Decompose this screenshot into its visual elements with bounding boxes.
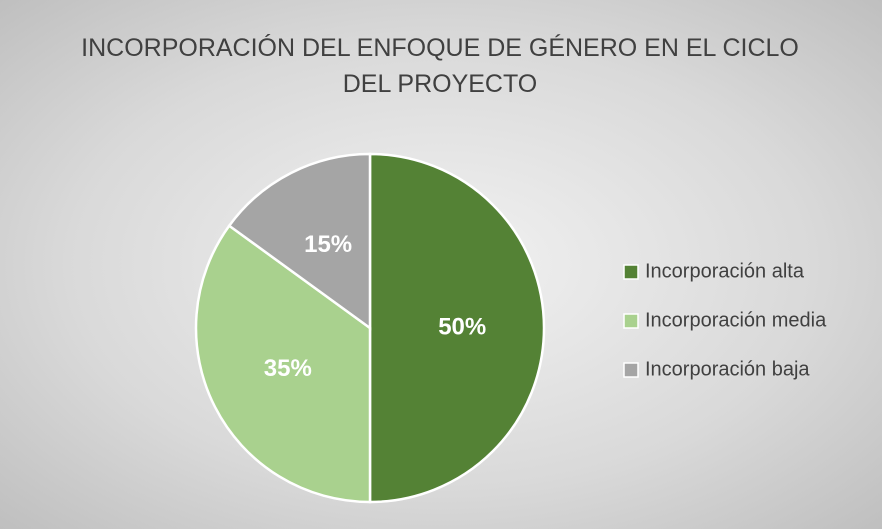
chart-title: INCORPORACIÓN DEL ENFOQUE DE GÉNERO EN E… <box>81 34 799 98</box>
legend-swatch <box>623 362 639 378</box>
legend-label: Incorporación baja <box>645 358 810 380</box>
legend-label: Incorporación media <box>645 309 827 331</box>
data-label: 35% <box>264 355 312 382</box>
legend-swatch <box>623 313 639 329</box>
data-label: 15% <box>304 231 352 258</box>
legend-swatch <box>623 264 639 280</box>
legend-label: Incorporación alta <box>645 260 805 282</box>
pie-slice <box>368 152 546 504</box>
pie-slice <box>227 152 372 331</box>
pie-slice <box>194 223 372 504</box>
data-label: 50% <box>438 313 486 340</box>
